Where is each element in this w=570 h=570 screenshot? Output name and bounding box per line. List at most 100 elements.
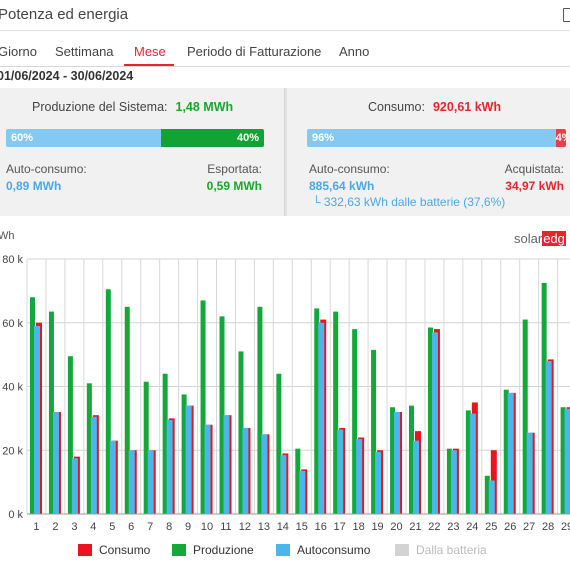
x-tick-label: 16 — [315, 521, 327, 533]
bar-autoconsumo — [299, 470, 306, 514]
x-tick-label: 25 — [485, 521, 497, 533]
bar-produzione — [541, 282, 547, 514]
bar-autoconsumo — [261, 434, 268, 514]
bar-autoconsumo — [242, 427, 249, 514]
consumption-bought-value: 34,97 kWh — [505, 179, 564, 193]
tab-settimana[interactable]: Settimana — [55, 44, 114, 59]
bar-produzione — [314, 308, 320, 514]
bar-produzione — [257, 306, 263, 514]
bar-autoconsumo — [431, 332, 438, 514]
tabs-divider — [0, 66, 570, 67]
x-tick-label: 11 — [220, 521, 231, 533]
bar-autoconsumo — [526, 432, 533, 514]
brand-part-2: edg — [542, 231, 566, 246]
x-tick-label: 24 — [466, 521, 478, 533]
production-label: Produzione del Sistema: — [32, 100, 168, 114]
bar-autoconsumo — [223, 415, 230, 514]
y-tick-label: 0 k — [8, 509, 23, 521]
production-self-segment: 60% — [6, 129, 161, 147]
production-bar: 60% 40% — [6, 129, 264, 147]
panel-separator — [285, 88, 287, 216]
bar-autoconsumo — [375, 451, 382, 514]
consumption-bar: 96% 4% — [307, 129, 566, 147]
bar-produzione — [446, 448, 452, 514]
bar-autoconsumo — [564, 408, 570, 514]
y-tick-label: 80 k — [2, 254, 23, 266]
bar-produzione — [200, 300, 206, 514]
production-value: 1,48 MWh — [175, 100, 234, 114]
brand-part-1: solar — [514, 231, 543, 246]
legend-swatch-batteria — [395, 544, 409, 556]
consumption-self-label: Auto-consumo: — [309, 162, 390, 176]
period-tabs: Giorno Settimana Mese Periodo di Fattura… — [0, 38, 570, 66]
solaredge-logo: solaredg — [514, 231, 566, 246]
consumption-bought-label: Acquistata: — [504, 162, 564, 176]
x-tick-label: 27 — [523, 521, 535, 533]
bar-autoconsumo — [128, 450, 135, 514]
bar-autoconsumo — [356, 439, 363, 514]
legend-label-produzione: Produzione — [193, 543, 254, 557]
date-range: 01/06/2024 - 30/06/2024 — [0, 69, 134, 83]
legend-label-consumo: Consumo — [99, 543, 151, 557]
tab-anno[interactable]: Anno — [339, 44, 370, 59]
production-export-value: 0,59 MWh — [206, 179, 262, 193]
tab-mese[interactable]: Mese — [134, 44, 166, 59]
legend-item-autoconsumo[interactable]: Autoconsumo — [276, 543, 370, 557]
bar-produzione — [503, 389, 509, 514]
bar-autoconsumo — [71, 458, 78, 514]
chart-unit-label: Wh — [0, 230, 15, 242]
x-tick-label: 29 — [561, 521, 570, 533]
x-tick-label: 6 — [128, 521, 134, 533]
legend-item-batteria[interactable]: Dalla batteria — [395, 543, 487, 557]
bar-autoconsumo — [280, 455, 287, 514]
x-tick-label: 9 — [185, 521, 191, 533]
bar-produzione — [105, 289, 111, 514]
header-divider — [0, 30, 570, 31]
consumption-panel: Consumo:920,61 kWh 96% 4% Auto-consumo: … — [287, 88, 570, 216]
x-tick-label: 10 — [201, 521, 213, 533]
bar-produzione — [162, 373, 168, 514]
tab-periodo-fatturazione[interactable]: Periodo di Fatturazione — [187, 44, 322, 59]
bar-produzione — [390, 407, 396, 514]
bar-autoconsumo — [394, 412, 401, 514]
x-tick-label: 20 — [390, 521, 402, 533]
legend-swatch-autoconsumo — [276, 544, 290, 556]
bar-produzione — [522, 319, 528, 514]
bar-autoconsumo — [52, 412, 59, 514]
x-tick-label: 26 — [504, 521, 516, 533]
bar-autoconsumo — [318, 322, 325, 514]
bar-autoconsumo — [185, 405, 192, 514]
consumption-self-value: 885,64 kWh — [309, 179, 375, 193]
bar-produzione — [124, 306, 130, 514]
y-tick-label: 60 k — [2, 318, 23, 330]
legend-item-consumo[interactable]: Consumo — [78, 543, 150, 557]
bar-autoconsumo — [488, 480, 495, 514]
x-tick-label: 28 — [542, 521, 554, 533]
bar-autoconsumo — [109, 440, 116, 514]
x-tick-label: 15 — [296, 521, 308, 533]
legend-item-produzione[interactable]: Produzione — [172, 543, 254, 557]
x-tick-label: 17 — [334, 521, 346, 533]
energy-bar-chart: 0 k20 k40 k60 k80 k1 2 3 4 5 6 7 8 9 10 11 12 13 14 15… — [2, 254, 570, 533]
bar-autoconsumo — [413, 440, 419, 514]
x-tick-label: 13 — [258, 521, 270, 533]
page-title: Potenza ed energia — [0, 6, 129, 23]
bar-autoconsumo — [507, 392, 514, 514]
bar-autoconsumo — [90, 416, 97, 514]
bar-produzione — [276, 373, 282, 514]
bar-autoconsumo — [147, 450, 154, 514]
bar-produzione — [295, 448, 301, 514]
x-tick-label: 5 — [109, 521, 115, 533]
production-self-label: Auto-consumo: — [6, 162, 87, 176]
bar-produzione — [67, 356, 73, 514]
bar-produzione — [86, 383, 92, 514]
production-header: Produzione del Sistema: 1,48 MWh — [32, 100, 233, 114]
expand-icon[interactable] — [563, 8, 570, 22]
x-tick-label: 1 — [33, 521, 39, 533]
bar-autoconsumo — [34, 325, 40, 514]
y-tick-label: 40 k — [2, 382, 23, 394]
tab-giorno[interactable]: Giorno — [0, 44, 38, 59]
x-tick-label: 7 — [147, 521, 153, 533]
y-tick-label: 20 k — [2, 445, 23, 457]
bar-autoconsumo — [450, 450, 457, 514]
